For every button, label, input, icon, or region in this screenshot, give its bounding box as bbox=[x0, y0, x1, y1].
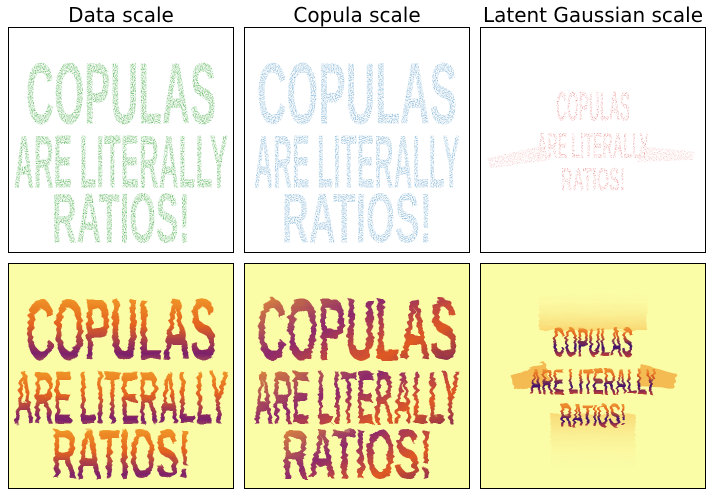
density-text-line-1: COPULAS bbox=[553, 318, 633, 365]
scatter-text-line-3: RATIOS! bbox=[52, 180, 190, 252]
scatter-text-line-2: ARE LITERALLY bbox=[537, 125, 649, 165]
density-text-line-3: RATIOS! bbox=[282, 416, 432, 488]
density-tail-right bbox=[637, 364, 677, 388]
scatter-text-line-1: COPULAS bbox=[556, 82, 630, 129]
title-copula-scale: Copula scale bbox=[293, 3, 421, 27]
density-text-line-2: ARE LITERALLY bbox=[14, 356, 228, 440]
density-text-line-1: COPULAS bbox=[257, 281, 457, 379]
scatter-text-line-2: ARE LITERALLY bbox=[14, 120, 228, 204]
panel-latent-gaussian-scatter: COPULAS ARE LITERALLY RATIOS! bbox=[480, 27, 706, 253]
scatter-tail-left bbox=[487, 146, 551, 168]
panel-latent-gaussian-density: COPULAS ARE LITERALLY RATIOS! bbox=[480, 263, 706, 489]
panel-data-scale-density: COPULAS ARE LITERALLY RATIOS! bbox=[8, 263, 234, 489]
density-text-line-3: RATIOS! bbox=[560, 398, 626, 434]
scatter-text-line-3: RATIOS! bbox=[282, 180, 432, 252]
density-text-line-1: COPULAS bbox=[26, 281, 216, 379]
scatter-latent-gaussian: COPULAS ARE LITERALLY RATIOS! bbox=[487, 82, 695, 198]
scatter-tail-right bbox=[637, 146, 695, 162]
title-latent-gaussian-scale: Latent Gaussian scale bbox=[482, 3, 704, 27]
scatter-copula-scale: COPULAS ARE LITERALLY RATIOS! bbox=[254, 45, 460, 252]
density-text-line-3: RATIOS! bbox=[52, 416, 190, 488]
scatter-text-line-2: ARE LITERALLY bbox=[254, 120, 460, 204]
density-streak-lower bbox=[551, 414, 635, 470]
scatter-text-line-1: COPULAS bbox=[26, 45, 216, 143]
density-latent-gaussian: COPULAS ARE LITERALLY RATIOS! bbox=[511, 290, 677, 470]
scatter-text-line-3: RATIOS! bbox=[561, 162, 625, 198]
panel-copula-scale-density: COPULAS ARE LITERALLY RATIOS! bbox=[244, 263, 470, 489]
panel-copula-scale-scatter: COPULAS ARE LITERALLY RATIOS! bbox=[244, 27, 470, 253]
density-text-line-2: ARE LITERALLY bbox=[254, 356, 460, 440]
density-tail-left bbox=[511, 362, 551, 390]
density-data-scale: COPULAS ARE LITERALLY RATIOS! bbox=[14, 281, 228, 488]
density-streak-upper bbox=[539, 290, 647, 330]
scatter-text-line-1: COPULAS bbox=[257, 45, 457, 143]
scatter-data-scale: COPULAS ARE LITERALLY RATIOS! bbox=[14, 45, 228, 252]
density-text-line-2: ARE LITERALLY bbox=[530, 361, 656, 401]
title-data-scale: Data scale bbox=[68, 3, 174, 27]
panel-data-scale-scatter: COPULAS ARE LITERALLY RATIOS! bbox=[8, 27, 234, 253]
density-copula-scale: COPULAS ARE LITERALLY RATIOS! bbox=[254, 281, 460, 488]
